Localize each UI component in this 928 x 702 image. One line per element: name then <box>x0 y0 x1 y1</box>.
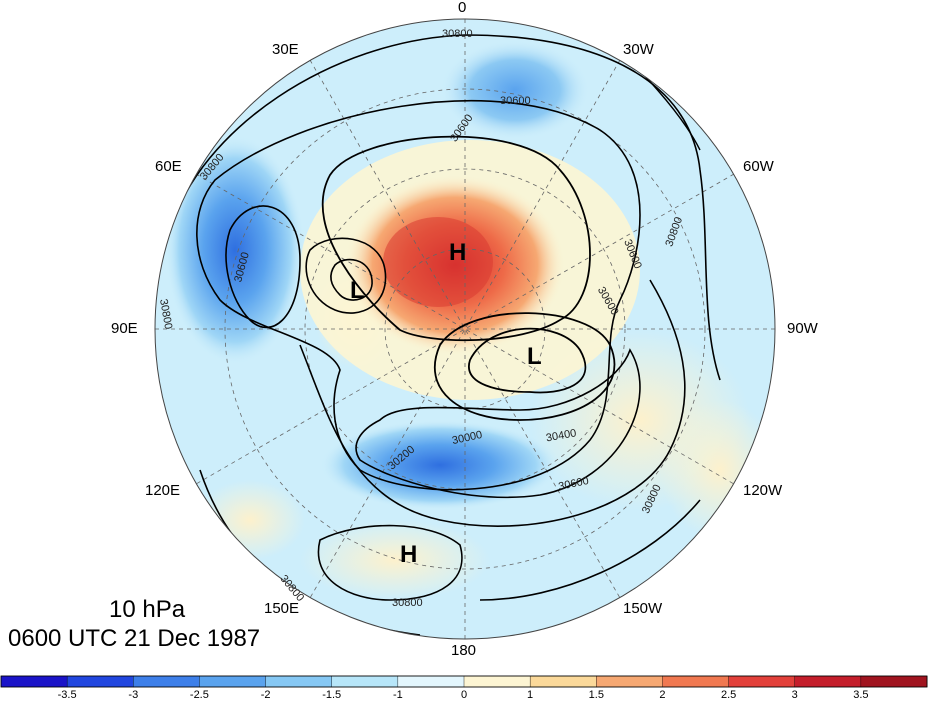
longitude-label: 30E <box>272 41 299 58</box>
contour-label: 30800 <box>157 298 174 330</box>
colorbar-tick-label: 1 <box>527 689 534 701</box>
longitude-label: 60E <box>155 158 182 175</box>
datetime-title: 0600 UTC 21 Dec 1987 <box>8 625 261 652</box>
colorbar-tick-label: -3 <box>128 689 139 701</box>
longitude-label: 150E <box>264 600 300 617</box>
longitude-label: 120E <box>145 482 181 499</box>
longitude-label: 90E <box>111 320 138 337</box>
pressure-centers: H L L H <box>350 239 542 568</box>
low-center-marker: L <box>350 277 365 304</box>
pressure-level-title: 10 hPa <box>109 596 186 623</box>
colorbar-tick-label: -2 <box>260 689 271 701</box>
colorbar-tick-label: 2.5 <box>720 689 737 701</box>
colorbar-tick-label: 3 <box>791 689 798 701</box>
colorbar-tick-label: -3.5 <box>57 689 77 701</box>
high-center-marker: H <box>449 239 466 266</box>
colorbar-tick-label: 3.5 <box>853 689 869 701</box>
longitude-label: 150W <box>623 600 663 617</box>
colorbar-tick-label: 2 <box>659 689 666 701</box>
shading-field <box>155 19 775 639</box>
contour-label: 30800 <box>392 597 423 609</box>
map-boundary <box>154 18 776 640</box>
longitude-label: 0 <box>458 0 467 16</box>
contour-label: 30800 <box>442 28 473 40</box>
colorbar-tick-label: 0 <box>460 689 468 701</box>
contour-label: 30600 <box>500 95 531 107</box>
longitude-label: 60W <box>743 158 774 175</box>
longitude-label: 180 <box>451 642 477 659</box>
colorbar-tick-label: -1.5 <box>322 689 342 701</box>
high-center-marker: H <box>400 541 417 568</box>
cyclonic-cores <box>383 217 493 307</box>
low-center-marker: L <box>527 343 542 370</box>
longitude-label: 120W <box>743 482 783 499</box>
colorbar-tick-label: -1 <box>393 689 403 701</box>
colorbar-tick-label: 1.5 <box>588 689 604 701</box>
longitude-label: 30W <box>623 41 654 58</box>
longitude-label: 90W <box>787 320 818 337</box>
colorbar-tick-label: -2.5 <box>189 689 209 701</box>
contour-label: 30400 <box>545 427 577 444</box>
